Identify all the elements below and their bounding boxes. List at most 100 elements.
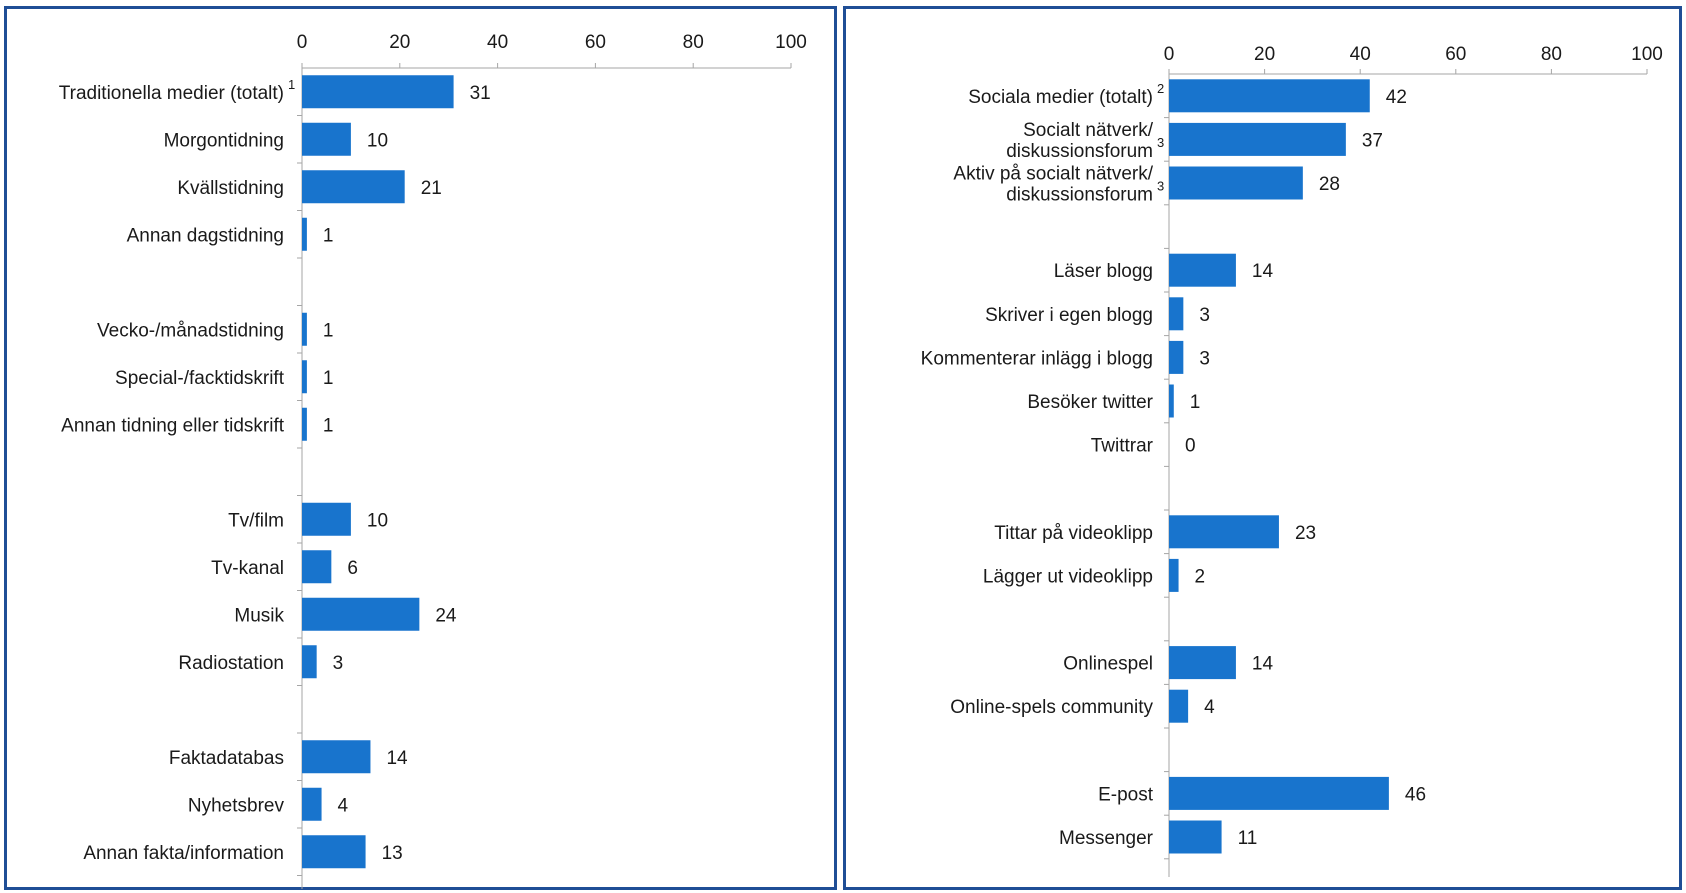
data-label: 1 [323, 415, 334, 436]
x-tick-label: 80 [683, 32, 704, 53]
footnote-marker: 1 [288, 77, 295, 92]
bar [1169, 558, 1179, 592]
bar [302, 550, 332, 584]
category-label: Socialt nätverk/ [1023, 120, 1154, 141]
category-label: Aktiv på socialt nätverk/ [953, 164, 1153, 185]
bar [1169, 646, 1236, 680]
bar [1169, 79, 1370, 113]
data-label: 2 [1195, 566, 1206, 587]
data-label: 4 [1204, 697, 1215, 718]
bar [302, 312, 307, 346]
bar [1169, 820, 1222, 854]
data-label: 14 [1252, 261, 1274, 282]
category-label: diskussionsforum [1006, 185, 1153, 206]
category-label: Tv-kanal [211, 558, 284, 579]
footnote-marker: 3 [1157, 135, 1164, 150]
bar [1169, 297, 1184, 331]
bar [1169, 515, 1279, 549]
data-label: 42 [1386, 87, 1407, 108]
category-label: Tittar på videoklipp [994, 523, 1153, 544]
bar [302, 217, 307, 251]
category-label: Traditionella medier (totalt) [59, 83, 284, 104]
x-tick-label: 0 [297, 32, 308, 53]
x-tick-label: 20 [1254, 44, 1275, 65]
category-label: Radiostation [178, 653, 284, 674]
x-tick-label: 80 [1541, 44, 1562, 65]
data-label: 3 [1199, 348, 1210, 369]
category-label: Annan dagstidning [127, 225, 284, 246]
category-label: Twittrar [1091, 436, 1154, 457]
data-label: 0 [1185, 436, 1196, 457]
bar [302, 787, 322, 821]
data-label: 14 [1252, 654, 1274, 675]
data-label: 3 [1199, 305, 1210, 326]
category-label: Special-/facktidskrift [115, 368, 285, 389]
right-chart-panel: 0 20 40 60 80 100 42 Sociala medier (totalt) 2 37… [843, 6, 1682, 890]
bar [1169, 689, 1189, 723]
data-label: 11 [1238, 828, 1258, 849]
bar [1169, 776, 1389, 810]
bar [302, 502, 351, 536]
bar [302, 75, 454, 109]
category-label: Besöker twitter [1027, 392, 1153, 413]
bar [302, 170, 405, 204]
category-label: Nyhetsbrev [188, 795, 285, 816]
bar [302, 122, 351, 156]
bar [302, 407, 307, 441]
x-tick-label: 60 [585, 32, 606, 53]
category-label: Morgontidning [164, 130, 284, 151]
x-tick-label: 20 [389, 32, 410, 53]
bar [302, 740, 371, 774]
data-label: 23 [1295, 523, 1316, 544]
category-label: Läser blogg [1054, 261, 1153, 282]
data-label: 1 [323, 320, 334, 341]
data-label: 21 [421, 178, 442, 199]
data-label: 13 [382, 843, 403, 864]
footnote-marker: 2 [1157, 81, 1164, 96]
category-label: Lägger ut videoklipp [983, 566, 1153, 587]
bar [1169, 122, 1346, 156]
category-label: Musik [234, 605, 284, 626]
data-label: 4 [338, 795, 349, 816]
category-label: Onlinespel [1063, 654, 1153, 675]
category-label: Sociala medier (totalt) [968, 87, 1153, 108]
category-label: E-post [1098, 784, 1154, 805]
data-label: 46 [1405, 784, 1426, 805]
category-label: Tv/film [228, 510, 284, 531]
data-label: 3 [333, 653, 344, 674]
data-label: 14 [386, 748, 408, 769]
bar [1169, 166, 1303, 200]
data-label: 1 [1190, 392, 1201, 413]
data-label: 1 [323, 368, 334, 389]
category-label: Kommenterar inlägg i blogg [921, 348, 1153, 369]
bar [302, 360, 307, 394]
x-tick-label: 60 [1445, 44, 1466, 65]
bar [1169, 384, 1174, 418]
x-tick-label: 100 [1631, 44, 1663, 65]
x-tick-label: 40 [1350, 44, 1371, 65]
x-tick-label: 40 [487, 32, 508, 53]
data-label: 24 [435, 605, 457, 626]
category-label: Vecko-/månadstidning [97, 320, 284, 341]
data-label: 10 [367, 130, 388, 151]
category-label: Messenger [1059, 828, 1154, 849]
bar [302, 597, 420, 631]
bar [1169, 253, 1236, 287]
category-label: diskussionsforum [1006, 141, 1153, 162]
category-label: Kvällstidning [177, 178, 284, 199]
data-label: 28 [1319, 174, 1340, 195]
data-label: 6 [347, 558, 358, 579]
category-label: Online-spels community [950, 697, 1153, 718]
category-label: Annan tidning eller tidskrift [61, 415, 285, 436]
bar [1169, 340, 1184, 374]
data-label: 10 [367, 510, 388, 531]
bar [302, 645, 317, 679]
x-tick-label: 0 [1164, 44, 1175, 65]
bar [302, 835, 366, 869]
left-chart-panel: 0 20 40 60 80 100 31 Traditionella medier (tota… [4, 6, 837, 890]
category-label: Annan fakta/information [83, 843, 284, 864]
category-label: Skriver i egen blogg [985, 305, 1153, 326]
footnote-marker: 3 [1157, 179, 1164, 194]
